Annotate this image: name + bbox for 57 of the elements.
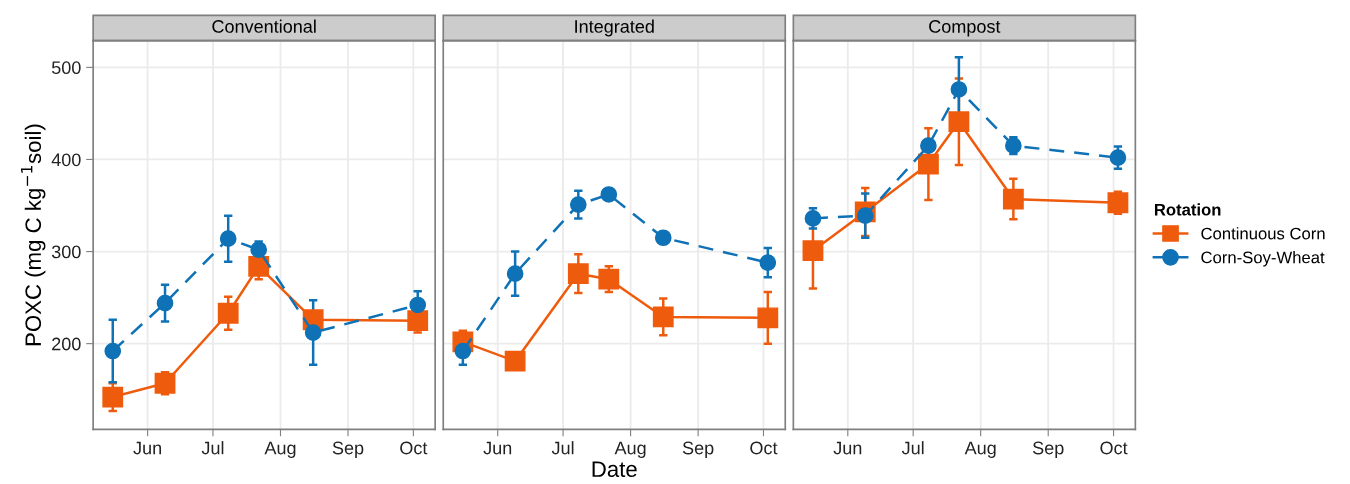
chart-title: Integrated xyxy=(575,19,654,37)
point xyxy=(1002,188,1024,210)
y-tick-label: 500 xyxy=(51,61,81,75)
point xyxy=(856,207,874,224)
point xyxy=(504,350,526,372)
x-tick-label: Aug xyxy=(264,441,296,458)
point xyxy=(652,306,674,328)
point xyxy=(802,240,824,262)
point xyxy=(598,268,620,290)
point xyxy=(567,263,589,285)
x-tick-label: Oct xyxy=(400,441,428,455)
point xyxy=(950,81,968,98)
x-tick-label: Oct xyxy=(1100,441,1128,455)
chart-title: Conventional xyxy=(212,19,316,33)
point xyxy=(757,307,779,329)
x-tick-label: Jul xyxy=(901,441,924,455)
point xyxy=(506,265,524,282)
point xyxy=(217,302,239,324)
chart-title: Compost xyxy=(929,20,1001,37)
y-tick-label: 200 xyxy=(52,337,81,351)
x-tick-label: Jun xyxy=(833,441,862,455)
point xyxy=(248,255,270,277)
x-tick-label: Sep xyxy=(682,441,714,458)
x-tick-label: Sep xyxy=(332,441,364,458)
x-tick-label: Jun xyxy=(483,441,512,455)
point xyxy=(156,294,174,312)
x-tick-label: Aug xyxy=(614,441,646,458)
point xyxy=(1107,192,1129,214)
point xyxy=(304,324,322,341)
point xyxy=(407,310,429,332)
point xyxy=(948,111,970,133)
x-tick-label: Jun xyxy=(133,441,161,455)
point xyxy=(104,342,122,360)
point xyxy=(154,372,176,394)
x-axis-title: Date xyxy=(592,461,637,478)
point xyxy=(219,230,237,247)
legend-label: Continuous Corn xyxy=(1201,227,1325,240)
point xyxy=(600,186,618,203)
point xyxy=(250,241,268,259)
legend-label: Corn-Soy-Wheat xyxy=(1201,251,1325,267)
point xyxy=(759,254,777,271)
point xyxy=(569,196,587,213)
point xyxy=(920,137,937,154)
x-tick-label: Aug xyxy=(964,441,996,458)
x-tick-label: Jul xyxy=(551,441,574,455)
y-axis-title: POXC (mg C kg$^{−1}$soil) xyxy=(21,124,46,346)
x-tick-label: Sep xyxy=(1032,441,1064,458)
y-tick-label: 400 xyxy=(51,153,81,167)
x-tick-label: Jul xyxy=(201,441,224,455)
y-tick-label: 300 xyxy=(51,245,81,259)
point xyxy=(1109,149,1127,166)
point xyxy=(654,229,672,247)
point xyxy=(409,296,427,314)
legend-title: Rotation xyxy=(1154,203,1221,216)
x-tick-label: Oct xyxy=(750,441,778,455)
point xyxy=(454,342,472,360)
point xyxy=(917,153,939,175)
